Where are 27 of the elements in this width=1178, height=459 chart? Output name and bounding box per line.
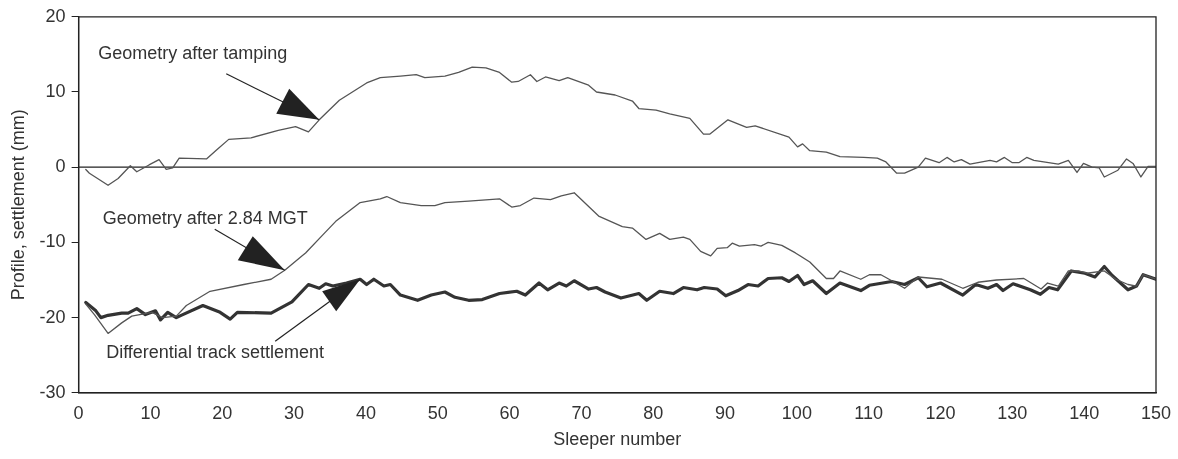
y-tick-label: -20 [39,306,66,327]
x-tick-label: 100 [781,402,812,423]
x-tick-label: 80 [643,402,664,423]
x-tick-label: 150 [1140,402,1172,423]
y-axis-title: Profile, settlement (mm) [7,109,28,301]
annotation: Geometry after 2.84 MGT [102,208,308,229]
annotation: Geometry after tamping [98,42,288,63]
y-tick-label: 10 [45,80,66,101]
x-tick-label: 50 [427,402,448,423]
x-tick-label: 10 [140,402,161,423]
x-tick-label: 140 [1069,402,1100,423]
x-tick-label: 20 [212,402,233,423]
y-tick-label: -30 [39,381,66,402]
y-tick-label: 0 [55,156,66,177]
x-tick-label: 120 [925,402,956,423]
y-tick-label: -10 [39,231,66,252]
x-tick-label: 60 [499,402,520,423]
x-tick-label: 90 [715,402,736,423]
x-tick-label: 40 [355,402,376,423]
x-tick-label: 130 [997,402,1028,423]
x-tick-label: 30 [284,402,305,423]
x-tick-label: 0 [73,402,84,423]
y-tick-label: 20 [45,5,66,26]
x-axis-title: Sleeper number [553,429,682,450]
x-tick-label: 110 [854,402,884,423]
annotation: Differential track settlement [106,342,324,363]
x-tick-label: 70 [571,402,592,423]
